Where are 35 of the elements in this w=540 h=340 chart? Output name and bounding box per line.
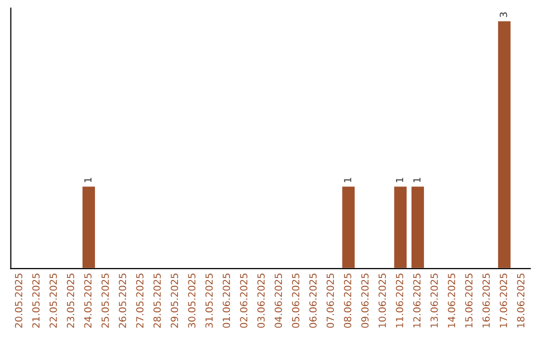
x-tick-label: 25.05.2025 bbox=[102, 274, 109, 328]
x-tick-label: 22.05.2025 bbox=[50, 274, 57, 328]
x-tick-label: 02.06.2025 bbox=[240, 274, 248, 328]
x-tick-label: 08.06.2025 bbox=[344, 274, 352, 328]
data-label: 1 bbox=[396, 178, 404, 182]
x-tick-label: 24.05.2025 bbox=[84, 274, 92, 328]
x-tick-label: 11.06.2025 bbox=[396, 274, 404, 328]
x-tick-label: 26.05.2025 bbox=[118, 274, 126, 328]
x-tick-label: 21.05.2025 bbox=[32, 274, 40, 328]
x-tick-label: 12.06.2025 bbox=[413, 274, 421, 328]
data-label: 3 bbox=[500, 12, 508, 18]
x-tick-label: 15.06.2025 bbox=[465, 274, 472, 328]
x-tick-label: 05.06.2025 bbox=[292, 274, 300, 328]
x-tick-label: 30.05.2025 bbox=[188, 274, 196, 328]
x-tick-label: 13.06.2025 bbox=[430, 274, 438, 328]
data-label: 1 bbox=[344, 178, 352, 182]
x-tick-label: 16.06.2025 bbox=[482, 274, 490, 328]
x-tick-label: 09.06.2025 bbox=[361, 274, 369, 328]
x-tick-label: 04.06.2025 bbox=[274, 274, 282, 328]
x-tick-label: 27.05.2025 bbox=[136, 274, 144, 328]
x-tick-label: 28.05.2025 bbox=[153, 274, 161, 328]
x-tick-label: 14.06.2025 bbox=[448, 274, 456, 328]
x-tick-label: 18.06.2025 bbox=[517, 274, 524, 328]
x-tick-label: 31.05.2025 bbox=[205, 274, 213, 328]
x-tick-label: 23.05.2025 bbox=[66, 274, 74, 328]
x-tick-label: 03.06.2025 bbox=[257, 274, 265, 328]
x-tick-label: 10.06.2025 bbox=[378, 274, 386, 328]
x-tick-label: 07.06.2025 bbox=[326, 274, 334, 328]
x-tick-label: 17.06.2025 bbox=[500, 274, 508, 328]
data-label: 1 bbox=[84, 178, 92, 182]
data-label: 1 bbox=[413, 178, 420, 182]
x-tick-label: 20.05.2025 bbox=[14, 274, 22, 328]
x-tick-label: 06.06.2025 bbox=[309, 274, 317, 328]
x-tick-label: 01.06.2025 bbox=[222, 274, 230, 328]
x-tick-label: 29.05.2025 bbox=[170, 274, 178, 328]
